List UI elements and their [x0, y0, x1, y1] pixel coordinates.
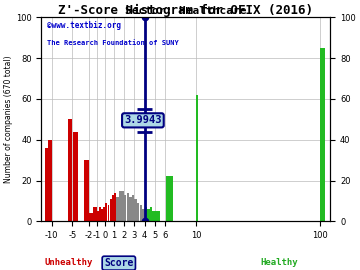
Bar: [127, 193, 129, 221]
Bar: [166, 177, 173, 221]
Bar: [97, 211, 99, 221]
Bar: [320, 48, 325, 221]
Bar: [105, 203, 107, 221]
Bar: [48, 140, 51, 221]
Text: Sector: Healthcare: Sector: Healthcare: [125, 6, 247, 16]
Text: Unhealthy: Unhealthy: [44, 258, 93, 267]
Bar: [134, 199, 137, 221]
Text: ©www.textbiz.org: ©www.textbiz.org: [47, 21, 121, 30]
Bar: [102, 209, 103, 221]
Bar: [108, 205, 109, 221]
Bar: [84, 160, 89, 221]
Bar: [68, 119, 72, 221]
Bar: [116, 197, 119, 221]
Bar: [150, 207, 152, 221]
Text: The Research Foundation of SUNY: The Research Foundation of SUNY: [47, 40, 179, 46]
Bar: [89, 213, 93, 221]
Bar: [132, 195, 134, 221]
Bar: [73, 131, 78, 221]
Bar: [147, 209, 150, 221]
Title: Z'-Score Histogram for OFIX (2016): Z'-Score Histogram for OFIX (2016): [58, 4, 314, 17]
Bar: [145, 207, 147, 221]
Text: Score: Score: [104, 258, 134, 268]
Bar: [45, 148, 48, 221]
Bar: [112, 195, 114, 221]
Bar: [124, 195, 126, 221]
Text: Healthy: Healthy: [260, 258, 298, 267]
Text: 3.9943: 3.9943: [124, 115, 162, 125]
Bar: [114, 193, 116, 221]
Bar: [93, 207, 97, 221]
Bar: [137, 203, 139, 221]
Bar: [155, 211, 160, 221]
Bar: [152, 211, 155, 221]
Bar: [142, 209, 144, 221]
Bar: [140, 205, 142, 221]
Bar: [99, 207, 101, 221]
Bar: [196, 95, 198, 221]
Bar: [129, 197, 132, 221]
Bar: [121, 191, 124, 221]
Bar: [103, 207, 105, 221]
Bar: [109, 199, 112, 221]
Y-axis label: Number of companies (670 total): Number of companies (670 total): [4, 56, 13, 183]
Bar: [119, 191, 121, 221]
